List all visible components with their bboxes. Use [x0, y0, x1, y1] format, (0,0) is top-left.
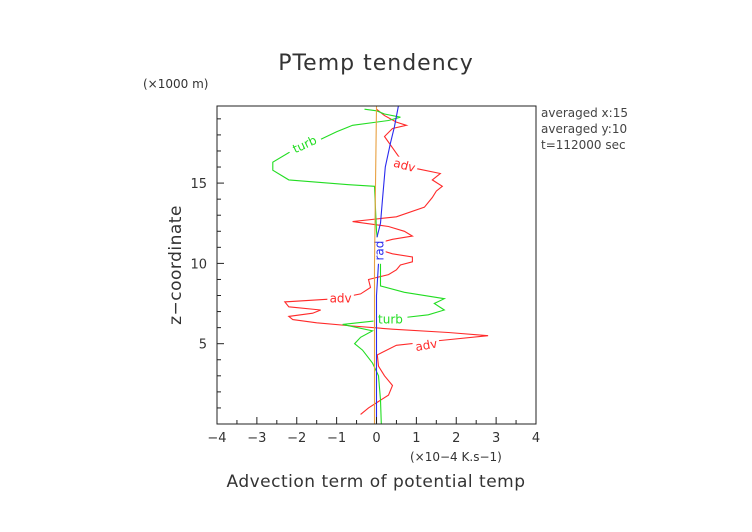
y-tick-label: 10	[190, 257, 207, 272]
series-label-text: adv	[330, 292, 352, 306]
x-tick-label: 3	[492, 431, 500, 446]
info-line-2: averaged y:10	[541, 122, 627, 136]
series-label-bg	[390, 155, 420, 175]
info-block: averaged x:15 averaged y:10 t=112000 sec	[541, 106, 628, 152]
series-label-adv-2: adv	[327, 291, 354, 306]
series-line-rad	[375, 105, 399, 424]
x-tick-label: −1	[327, 431, 346, 446]
series-line-adv	[283, 108, 489, 415]
series-label-bg	[286, 131, 323, 158]
ticks-layer: −4 −3 −2 −1 0 1 2 3 4 5 10 15	[190, 118, 540, 446]
series-label-turb-2: turb	[373, 312, 408, 327]
series-label-turb-1: turb	[286, 131, 323, 158]
x-axis-label: Advection term of potential temp	[226, 472, 525, 492]
info-line-3: t=112000 sec	[541, 138, 626, 152]
series-label-text: adv	[392, 156, 417, 175]
x-axis-unit: (×10−4 K.s−1)	[410, 450, 502, 464]
y-axis-unit: (×1000 m)	[143, 77, 208, 91]
x-tick-label: 4	[532, 431, 540, 446]
y-tick-label: 15	[190, 177, 207, 192]
chart-title: PTemp tendency	[278, 51, 474, 76]
series-line-series-4	[373, 105, 378, 424]
x-tick-label: 0	[372, 431, 380, 446]
series-label-text: turb	[378, 313, 403, 327]
series-label-bg	[373, 312, 408, 326]
y-axis-label: z−coordinate	[166, 205, 186, 325]
info-line-1: averaged x:15	[541, 106, 628, 120]
series-label-bg	[327, 291, 354, 305]
series-label-text: adv	[414, 336, 438, 354]
series-label-rad-1: rad	[372, 237, 387, 264]
x-tick-label: −4	[207, 431, 226, 446]
series-label-bg	[412, 336, 441, 354]
series-label-bg	[372, 237, 386, 264]
x-tick-label: −3	[247, 431, 266, 446]
x-tick-label: 2	[452, 431, 460, 446]
y-tick-label: 5	[199, 338, 207, 353]
series-label-adv-3: adv	[412, 336, 441, 354]
x-tick-label: −2	[287, 431, 306, 446]
series-label-text: rad	[373, 241, 387, 261]
x-tick-label: 1	[412, 431, 420, 446]
series-label-adv-1: adv	[390, 155, 420, 175]
series-line-turb	[272, 108, 447, 425]
